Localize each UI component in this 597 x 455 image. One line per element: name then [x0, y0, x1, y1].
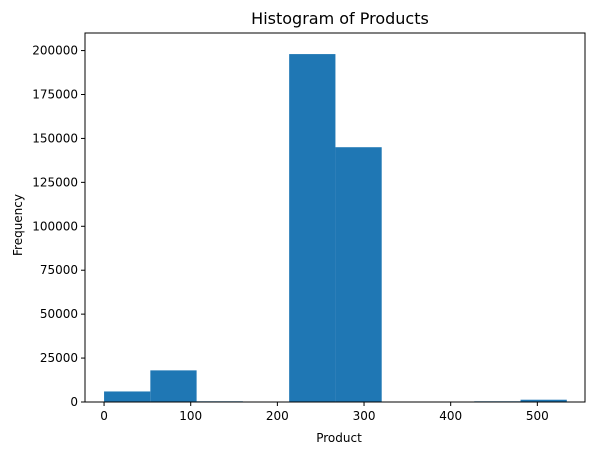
- y-tick-label: 175000: [32, 88, 78, 102]
- histogram-bar-5: [335, 147, 382, 402]
- x-tick-label: 200: [266, 409, 289, 423]
- x-tick-label: 400: [439, 409, 462, 423]
- x-axis-ticks: 0 100 200 300 400 500: [100, 402, 549, 423]
- y-tick-label: 100000: [32, 219, 78, 233]
- bars-group: [104, 54, 567, 403]
- histogram-bar-1: [150, 370, 197, 402]
- x-tick-label: 100: [179, 409, 202, 423]
- histogram-bar-0: [104, 391, 151, 402]
- plot-area-frame: [84, 32, 586, 403]
- y-tick-label: 150000: [32, 131, 78, 145]
- x-tick-label: 0: [100, 409, 108, 423]
- y-axis-label: Frequency: [11, 194, 25, 256]
- y-tick-label: 0: [70, 395, 78, 409]
- y-axis-ticks: 0 25000 50000 75000 100000 125000 150000 175000…: [32, 44, 85, 409]
- y-tick-label: 125000: [32, 175, 78, 189]
- histogram-bar-4: [289, 54, 336, 403]
- x-tick-label: 300: [353, 409, 376, 423]
- y-tick-label: 25000: [40, 351, 78, 365]
- chart-title: Histogram of Products: [251, 9, 429, 28]
- y-tick-label: 200000: [32, 44, 78, 58]
- y-tick-label: 75000: [40, 263, 78, 277]
- x-tick-label: 500: [526, 409, 549, 423]
- histogram-bar-9: [520, 399, 567, 402]
- y-tick-label: 50000: [40, 307, 78, 321]
- x-axis-label: Product: [316, 431, 362, 445]
